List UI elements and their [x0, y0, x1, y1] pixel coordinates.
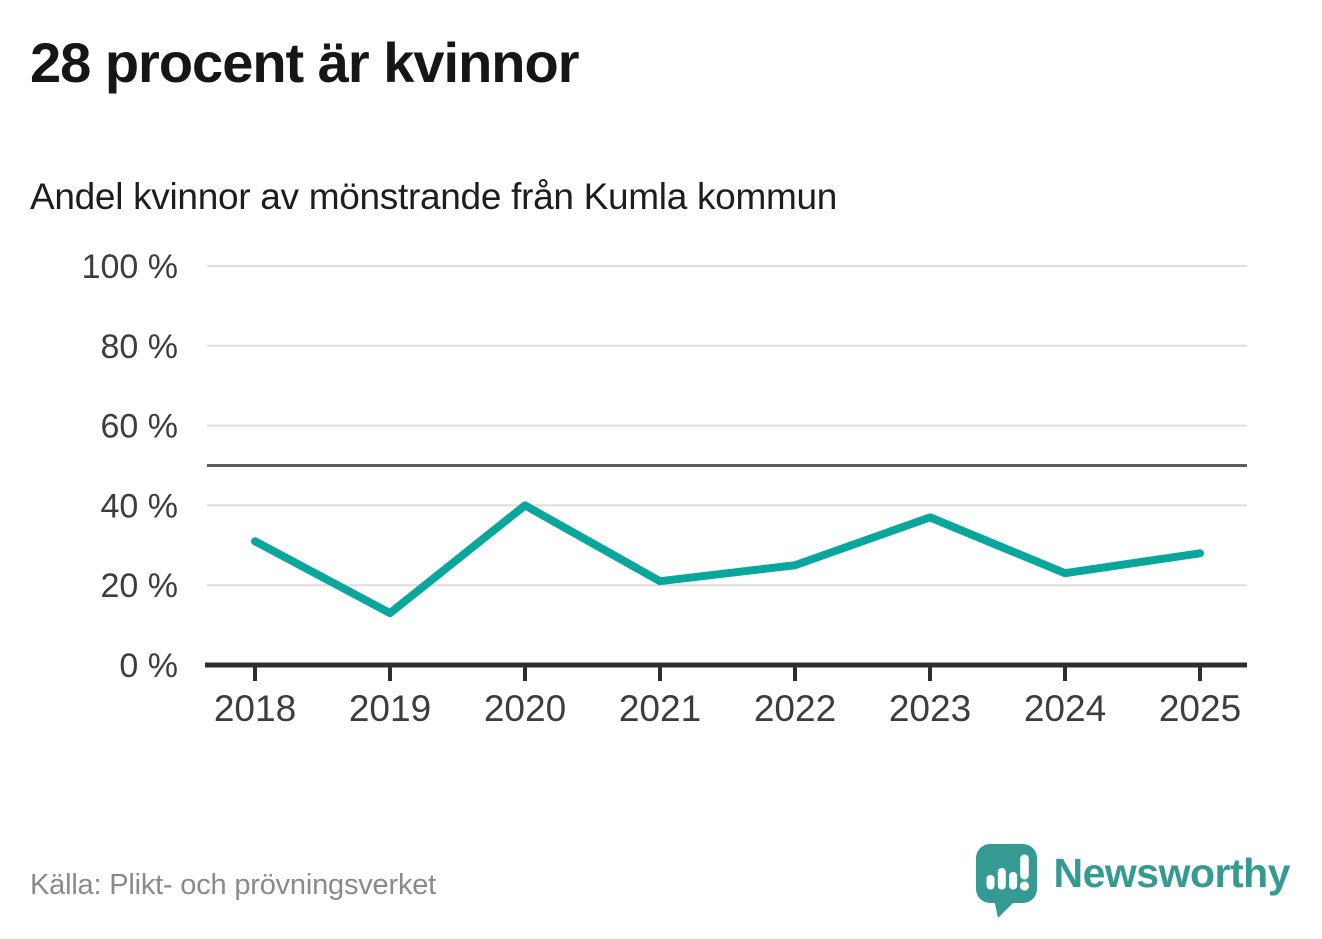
y-tick-label-100: 100 % [82, 248, 178, 286]
newsworthy-logo-text: Newsworthy [1053, 850, 1291, 896]
page-title: 28 procent är kvinnor [30, 31, 580, 94]
line-chart-svg: 0 % 20 % 40 % 60 % 80 % 100 % 2018 2019 2020 2021… [82, 248, 1247, 729]
source-note: Källa: Plikt- och prövningsverket [30, 869, 437, 901]
x-tick-label-2023: 2023 [889, 688, 971, 729]
x-tick-label-2020: 2020 [484, 688, 566, 729]
y-tick-label-40: 40 % [101, 487, 179, 525]
x-tick-label-2019: 2019 [349, 688, 431, 729]
x-tick-label-2024: 2024 [1024, 688, 1106, 729]
newsworthy-speech-bubble-chart-icon [975, 842, 1039, 920]
newsworthy-logo: Newsworthy [975, 842, 1291, 920]
x-tick-label-2025: 2025 [1159, 688, 1241, 729]
logo-bar-chart-glyph [986, 854, 1029, 891]
x-tick-label-2021: 2021 [619, 688, 701, 729]
y-tick-label-20: 20 % [101, 567, 179, 605]
y-tick-label-80: 80 % [101, 328, 179, 366]
x-tick-label-2022: 2022 [754, 688, 836, 729]
data-line-andel-kvinnor-av-m-nstrande [251, 501, 1204, 618]
logo-bubble-tail [993, 899, 1017, 918]
y-tick-label-60: 60 % [101, 408, 179, 446]
x-tick-label-2018: 2018 [214, 688, 296, 729]
chart-subtitle: Andel kvinnor av mönstrande från Kumla k… [30, 176, 838, 217]
chart-area: 0 % 20 % 40 % 60 % 80 % 100 % 2018 2019 2020 2021… [0, 235, 1322, 745]
y-tick-label-0: 0 % [119, 647, 178, 685]
